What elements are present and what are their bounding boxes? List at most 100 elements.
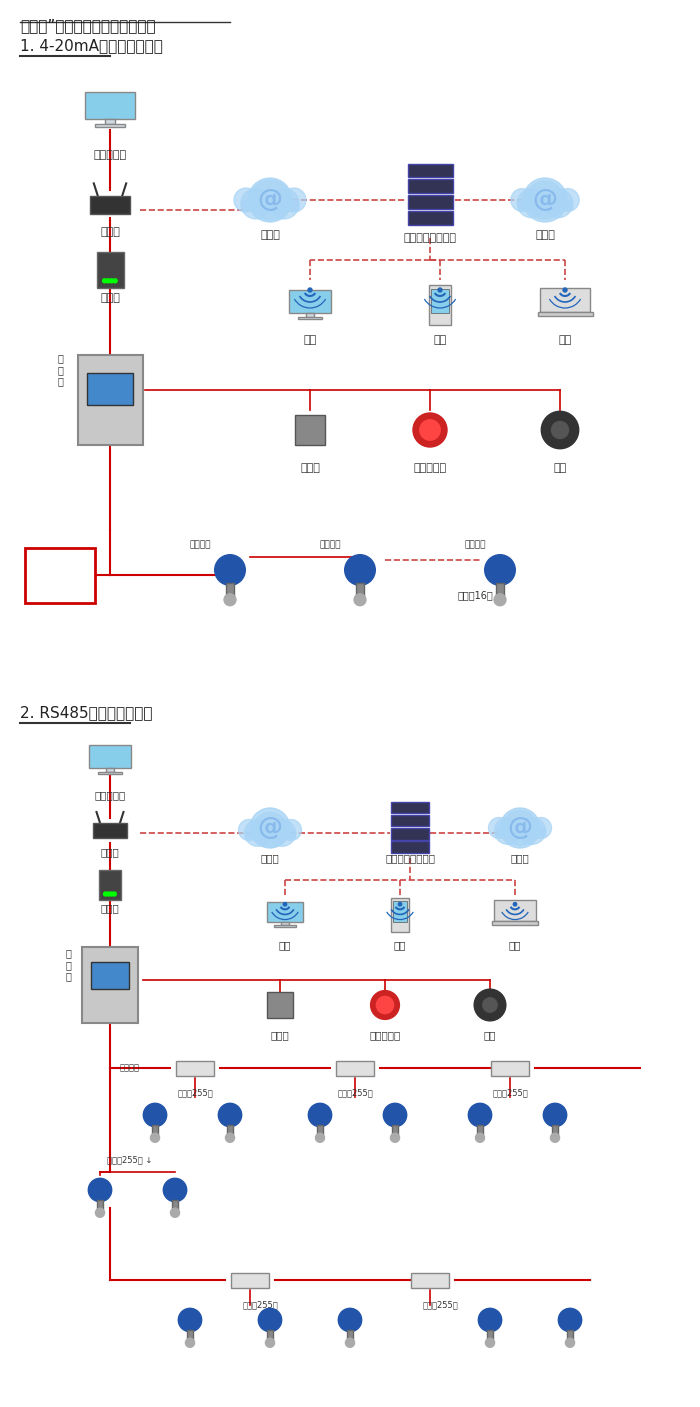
Circle shape (104, 892, 108, 896)
Text: 机气猫”系列带显示固定式检测仪: 机气猫”系列带显示固定式检测仪 (20, 18, 155, 32)
Circle shape (531, 817, 552, 839)
Circle shape (178, 1309, 202, 1331)
Circle shape (494, 817, 521, 844)
Bar (97, 1200, 104, 1210)
Text: 安哈尔网络服务器: 安哈尔网络服务器 (385, 853, 435, 862)
Bar (172, 1200, 178, 1210)
Text: 手机: 手机 (393, 940, 406, 950)
Text: 转换器: 转换器 (101, 903, 120, 913)
Circle shape (106, 279, 110, 283)
Text: 报
警
线: 报 警 线 (65, 948, 71, 982)
Bar (494, 900, 536, 922)
Bar (391, 827, 428, 840)
Circle shape (95, 1209, 104, 1217)
Bar (298, 317, 323, 319)
Bar (90, 196, 130, 214)
Circle shape (503, 810, 538, 846)
Bar (97, 252, 123, 288)
Circle shape (225, 1133, 234, 1142)
Bar (346, 1330, 354, 1339)
Text: @: @ (258, 816, 283, 840)
Circle shape (316, 1133, 325, 1142)
Text: 安哈尔网络服务器: 安哈尔网络服务器 (403, 234, 456, 243)
Text: 终端: 终端 (509, 940, 522, 950)
Circle shape (478, 1309, 502, 1331)
Circle shape (519, 817, 545, 844)
Text: 报
警
线: 报 警 线 (57, 353, 63, 387)
Circle shape (234, 189, 258, 212)
Circle shape (420, 419, 440, 440)
Bar (106, 767, 114, 772)
Text: 可连接255台: 可连接255台 (492, 1089, 528, 1097)
Bar (491, 1061, 528, 1075)
Bar (429, 286, 451, 325)
Text: 声光报警器: 声光报警器 (414, 463, 447, 473)
Circle shape (218, 1103, 242, 1127)
Circle shape (513, 902, 517, 906)
Text: 电脑: 电脑 (279, 940, 291, 950)
Bar (491, 922, 538, 924)
Circle shape (110, 279, 113, 283)
Text: 路由器: 路由器 (100, 227, 120, 236)
Circle shape (250, 180, 290, 219)
Bar (85, 91, 134, 120)
Bar (281, 922, 288, 926)
Bar (88, 373, 133, 404)
Text: 485中继器: 485中继器 (495, 1064, 526, 1072)
Text: 信号输出: 信号输出 (189, 540, 211, 550)
Circle shape (543, 1103, 567, 1127)
Circle shape (346, 1338, 355, 1348)
Text: 可连接16个: 可连接16个 (457, 590, 493, 599)
Circle shape (284, 902, 287, 906)
Bar (274, 926, 295, 927)
Bar (496, 827, 545, 836)
Text: 路由器: 路由器 (101, 847, 120, 857)
Bar (407, 179, 452, 193)
Circle shape (438, 288, 442, 293)
Text: 单机版电脑: 单机版电脑 (94, 789, 125, 801)
Circle shape (269, 820, 295, 846)
Text: 电磁阀: 电磁阀 (300, 463, 320, 473)
Text: 信号输出: 信号输出 (319, 540, 341, 550)
Circle shape (215, 554, 245, 585)
Circle shape (475, 1133, 484, 1142)
Text: 1. 4-20mA信号连接系统图: 1. 4-20mA信号连接系统图 (20, 38, 163, 53)
Circle shape (241, 189, 271, 219)
Bar (267, 1330, 273, 1339)
Circle shape (354, 594, 366, 605)
Circle shape (526, 182, 564, 219)
Bar (393, 902, 407, 922)
Bar (105, 120, 115, 124)
Bar (306, 312, 314, 317)
Circle shape (541, 411, 579, 449)
Circle shape (308, 288, 312, 293)
Circle shape (186, 1338, 195, 1348)
Text: 电磁阀: 电磁阀 (271, 1030, 289, 1040)
Text: 终端: 终端 (559, 335, 572, 345)
Circle shape (511, 189, 533, 211)
Circle shape (517, 189, 546, 218)
Bar (391, 841, 428, 853)
Text: 风机: 风机 (554, 463, 566, 473)
Circle shape (163, 1178, 187, 1202)
Bar (486, 1330, 493, 1339)
Bar (95, 124, 125, 127)
Circle shape (224, 594, 236, 605)
Bar (552, 1124, 559, 1134)
Text: 互联网: 互联网 (260, 229, 280, 241)
Circle shape (413, 414, 447, 447)
Circle shape (269, 189, 299, 219)
Text: 可连接255台: 可连接255台 (337, 1089, 373, 1097)
Circle shape (88, 1178, 112, 1202)
Circle shape (103, 279, 106, 283)
Text: 485中继器: 485中继器 (180, 1064, 211, 1072)
Text: @: @ (508, 816, 533, 840)
Bar (289, 290, 330, 312)
Text: 转换器: 转换器 (100, 293, 120, 303)
Bar (538, 312, 592, 317)
Bar (496, 582, 504, 595)
Circle shape (338, 1309, 362, 1331)
Circle shape (486, 1338, 494, 1348)
Circle shape (106, 892, 111, 896)
Bar (391, 802, 428, 813)
